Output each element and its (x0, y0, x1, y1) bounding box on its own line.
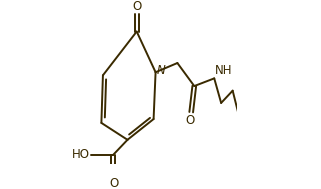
Text: N: N (156, 64, 165, 77)
Text: NH: NH (215, 64, 232, 77)
Text: O: O (109, 177, 118, 189)
Text: O: O (133, 0, 142, 13)
Text: O: O (185, 114, 194, 127)
Text: HO: HO (72, 148, 90, 161)
